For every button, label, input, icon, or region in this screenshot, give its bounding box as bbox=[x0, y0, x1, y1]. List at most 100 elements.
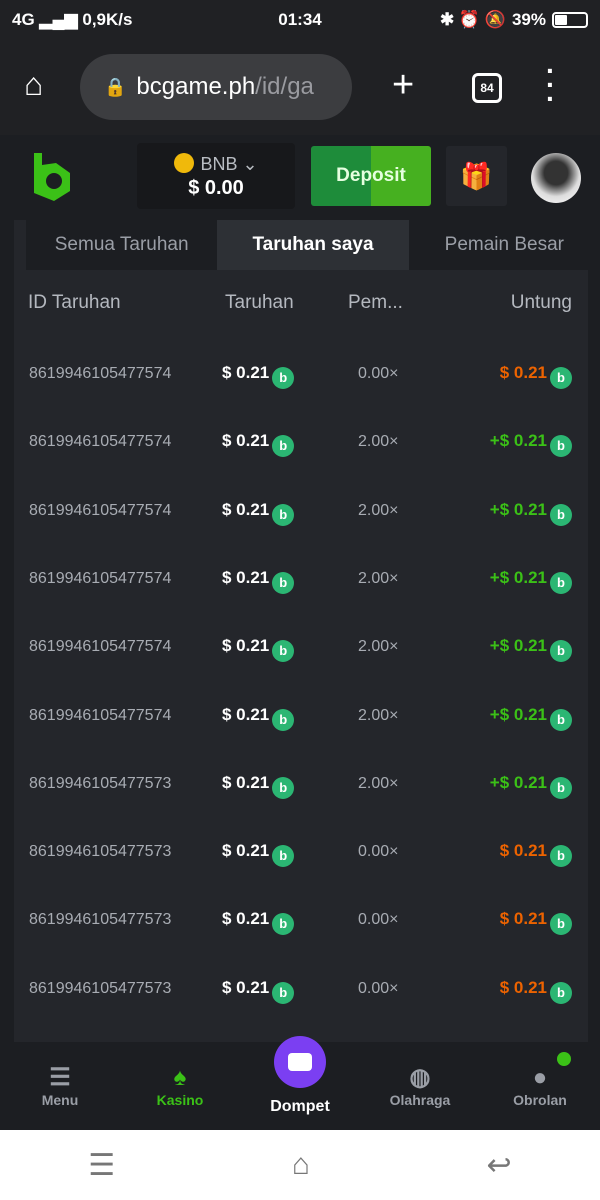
bet-id[interactable]: 8619946105477574 bbox=[29, 706, 172, 724]
wallet-icon bbox=[288, 1053, 312, 1071]
profit: $ 0.21 b bbox=[500, 363, 572, 389]
bet-tabs: Semua Taruhan Taruhan saya Pemain Besar bbox=[26, 220, 588, 270]
table-row[interactable]: 8619946105477574 $ 0.21 b 2.00× +$ 0.21 b bbox=[14, 492, 588, 532]
bet-value: $ 0.21 bbox=[222, 909, 270, 929]
multiplier: 2.00× bbox=[358, 501, 399, 519]
bet-id[interactable]: 8619946105477574 bbox=[29, 638, 172, 656]
bc-coin-icon: b bbox=[550, 845, 572, 868]
bc-coin-icon: b bbox=[550, 435, 572, 458]
bet-id[interactable]: 8619946105477574 bbox=[29, 569, 172, 587]
nav-casino[interactable]: ♠ Kasino bbox=[120, 1042, 240, 1130]
new-tab-icon[interactable]: + bbox=[392, 64, 415, 106]
table-row[interactable]: 8619946105477573 $ 0.21 b 2.00× +$ 0.21 b bbox=[14, 765, 588, 805]
tab-high-rollers[interactable]: Pemain Besar bbox=[444, 234, 564, 255]
bc-coin-icon: b bbox=[550, 913, 572, 936]
bet-id[interactable]: 8619946105477574 bbox=[29, 365, 172, 382]
bet-id[interactable]: 8619946105477574 bbox=[29, 501, 172, 519]
profit: +$ 0.21 b bbox=[490, 500, 572, 526]
avatar[interactable] bbox=[531, 153, 581, 203]
profit: +$ 0.21 b bbox=[490, 773, 572, 799]
bet-id[interactable]: 8619946105477573 bbox=[29, 911, 172, 929]
bet-amount: $ 0.21 b bbox=[222, 705, 295, 731]
currency-selector[interactable]: BNB ⌄ $ 0.00 bbox=[137, 143, 295, 209]
bc-coin-icon: b bbox=[272, 435, 295, 458]
table-row[interactable]: 8619946105477573 $ 0.21 b 0.00× $ 0.21 b bbox=[14, 901, 588, 941]
lock-icon: 🔒 bbox=[104, 76, 127, 97]
home-icon[interactable]: ⌂ bbox=[24, 66, 44, 102]
bet-amount: $ 0.21 b bbox=[222, 568, 295, 594]
col-id: ID Taruhan bbox=[28, 292, 121, 313]
home-icon[interactable]: ⌂ bbox=[291, 1148, 310, 1181]
bc-coin-icon: b bbox=[550, 367, 572, 389]
balance: $ 0.00 bbox=[188, 177, 244, 199]
tab-all-bets[interactable]: Semua Taruhan bbox=[54, 234, 189, 255]
profit-value: +$ 0.21 bbox=[489, 636, 547, 656]
bc-coin-icon: b bbox=[272, 981, 295, 1004]
bc-coin-icon: b bbox=[550, 776, 572, 799]
currency-label: BNB bbox=[200, 154, 238, 174]
profit-value: +$ 0.21 bbox=[489, 567, 547, 587]
bnb-icon bbox=[174, 153, 195, 173]
profit-value: +$ 0.21 bbox=[489, 704, 547, 724]
table-row[interactable]: 8619946105477574 $ 0.21 b 2.00× +$ 0.21 b bbox=[14, 560, 588, 600]
profit: +$ 0.21 b bbox=[490, 705, 572, 731]
nav-wallet[interactable]: Dompet bbox=[240, 1042, 360, 1130]
nav-sports[interactable]: ◍ Olahraga bbox=[360, 1042, 480, 1130]
back-icon[interactable]: ↩ bbox=[486, 1148, 512, 1182]
profit-value: +$ 0.21 bbox=[489, 499, 547, 519]
bet-value: $ 0.21 bbox=[222, 431, 270, 451]
multiplier: 0.00× bbox=[358, 843, 399, 861]
table-row[interactable]: 8619946105477573 $ 0.21 b 0.00× $ 0.21 b bbox=[14, 970, 588, 1010]
bet-amount: $ 0.21 b bbox=[222, 773, 295, 799]
tab-count-button[interactable]: 84 bbox=[472, 73, 502, 103]
profit: $ 0.21 b bbox=[500, 841, 572, 868]
signal-icon: ▂▄▆ bbox=[39, 10, 78, 29]
bet-id[interactable]: 8619946105477573 bbox=[29, 979, 172, 997]
bet-value: $ 0.21 bbox=[222, 499, 270, 519]
bet-id[interactable]: 8619946105477573 bbox=[29, 843, 172, 861]
bet-id[interactable]: 8619946105477574 bbox=[29, 433, 172, 451]
bet-amount: $ 0.21 b bbox=[222, 499, 295, 526]
wallet-button[interactable] bbox=[274, 1036, 326, 1088]
nav-menu[interactable]: ☰ Menu bbox=[0, 1042, 120, 1130]
table-row[interactable]: 8619946105477574 $ 0.21 b 2.00× +$ 0.21 b bbox=[14, 423, 588, 463]
multiplier: 0.00× bbox=[358, 979, 399, 997]
profit-value: $ 0.21 bbox=[499, 977, 547, 997]
table-header: ID Taruhan Taruhan Pem... Untung bbox=[14, 292, 588, 322]
bet-amount: $ 0.21 b bbox=[222, 841, 295, 868]
multiplier: 2.00× bbox=[358, 433, 399, 451]
more-icon[interactable]: · · · bbox=[546, 55, 556, 114]
bet-amount: $ 0.21 b bbox=[222, 909, 295, 936]
table-row[interactable]: 8619946105477573 $ 0.21 b 0.00× $ 0.21 b bbox=[14, 833, 588, 873]
bc-coin-icon: b bbox=[272, 640, 295, 663]
table-row[interactable]: 8619946105477574 $ 0.21 b 2.00× +$ 0.21 b bbox=[14, 697, 588, 737]
address-bar[interactable]: 🔒 bcgame.ph/id/ga bbox=[80, 54, 352, 120]
bet-value: $ 0.21 bbox=[222, 977, 270, 997]
app-header: BNB ⌄ $ 0.00 Deposit 🎁 bbox=[0, 135, 600, 220]
deposit-button[interactable]: Deposit bbox=[311, 146, 431, 206]
system-nav: ☰ ⌂ ↩ bbox=[0, 1130, 600, 1200]
nav-chat[interactable]: ● Obrolan bbox=[480, 1042, 600, 1130]
bets-panel: Semua Taruhan Taruhan saya Pemain Besar … bbox=[14, 220, 588, 1050]
bet-id[interactable]: 8619946105477573 bbox=[29, 774, 172, 792]
bcgame-logo[interactable] bbox=[30, 151, 72, 201]
profit-value: +$ 0.21 bbox=[489, 431, 547, 451]
menu-icon: ☰ bbox=[49, 1064, 71, 1091]
table-row[interactable]: 8619946105477574 $ 0.21 b 2.00× +$ 0.21 b bbox=[14, 628, 588, 668]
browser-toolbar: ⌂ 🔒 bcgame.ph/id/ga + 84 · · · bbox=[0, 40, 600, 135]
casino-icon: ♠ bbox=[173, 1064, 187, 1091]
bc-coin-icon: b bbox=[272, 503, 295, 526]
table-row[interactable]: 8619946105477574 $ 0.21 b 0.00× $ 0.21 b bbox=[14, 355, 588, 395]
bet-amount: $ 0.21 b bbox=[222, 977, 295, 1004]
sports-icon: ◍ bbox=[409, 1064, 431, 1091]
gift-button[interactable]: 🎁 bbox=[446, 146, 507, 206]
url-host: bcgame.ph bbox=[136, 73, 256, 100]
bottom-nav: ☰ Menu ♠ Kasino Dompet ◍ Olahraga ● Obrolan bbox=[0, 1036, 600, 1130]
profit: +$ 0.21 b bbox=[489, 431, 572, 458]
recents-icon[interactable]: ☰ bbox=[88, 1148, 116, 1182]
col-multiplier: Pem... bbox=[348, 292, 403, 313]
nav-label: Dompet bbox=[270, 1098, 330, 1115]
bet-value: $ 0.21 bbox=[222, 841, 270, 861]
tab-my-bets[interactable]: Taruhan saya bbox=[217, 220, 409, 270]
multiplier: 0.00× bbox=[358, 911, 399, 929]
